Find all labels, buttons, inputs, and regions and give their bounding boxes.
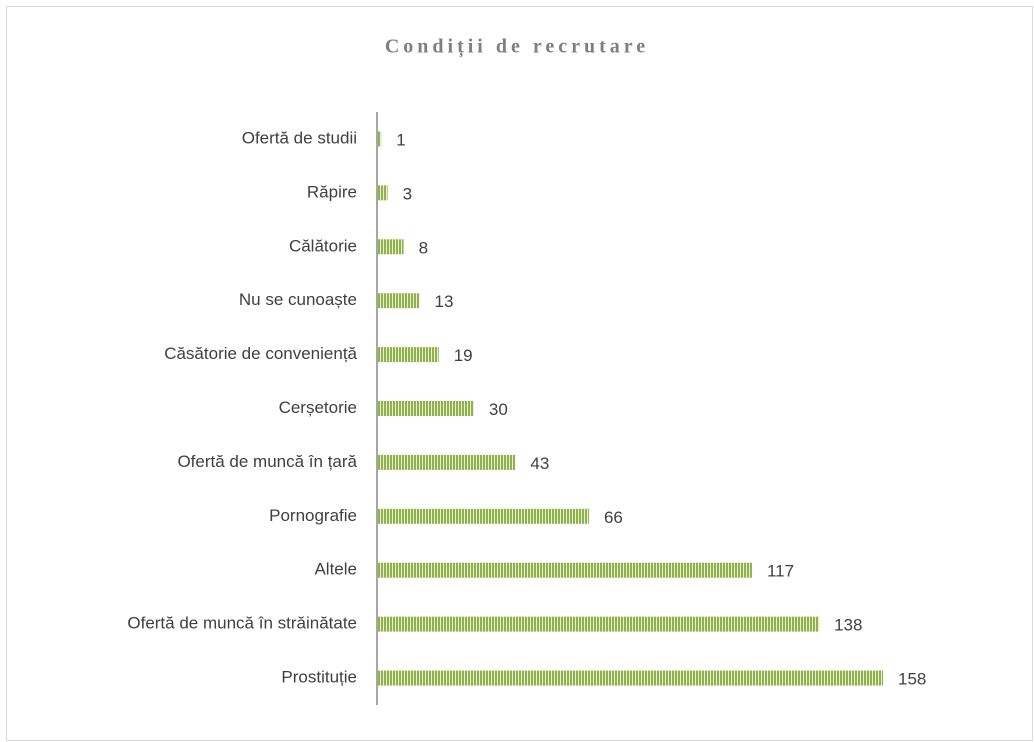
- bar: [378, 616, 820, 632]
- y-tick-label: Ofertă de muncă în țară: [177, 452, 357, 471]
- y-tick-label: Prostituție: [281, 668, 357, 687]
- y-tick-label: Nu se cunoaște: [239, 290, 357, 309]
- chart-title: Condiții de recrutare: [385, 36, 649, 59]
- data-label: 158: [898, 670, 926, 689]
- data-label: 66: [604, 508, 623, 527]
- data-label: 13: [435, 292, 454, 311]
- y-tick-label: Ofertă de studii: [242, 128, 357, 147]
- bar: [378, 131, 382, 147]
- data-label: 117: [767, 562, 794, 581]
- y-tick-label: Căsătorie de conveniență: [164, 344, 357, 363]
- bar: [378, 293, 420, 309]
- data-label: 3: [403, 184, 412, 203]
- bar: [378, 239, 404, 255]
- data-label: 1: [396, 130, 405, 149]
- bar: [378, 401, 474, 416]
- bar: [378, 347, 439, 363]
- y-tick-label: Ofertă de muncă în străinătate: [127, 614, 357, 633]
- data-label: 30: [489, 400, 508, 419]
- bar: [378, 562, 752, 578]
- data-label: 19: [454, 346, 473, 365]
- y-tick-label: Pornografie: [269, 506, 357, 525]
- bar: [378, 670, 883, 686]
- bar: [378, 508, 589, 524]
- bar: [378, 185, 388, 201]
- y-tick-label: Călătorie: [289, 236, 357, 255]
- data-label: 8: [419, 238, 428, 257]
- bar: [378, 454, 516, 470]
- data-label: 43: [530, 454, 549, 473]
- y-tick-label: Altele: [314, 560, 357, 579]
- data-label: 138: [834, 616, 862, 635]
- y-tick-label: Cerșetorie: [279, 398, 357, 417]
- y-tick-label: Răpire: [307, 182, 357, 201]
